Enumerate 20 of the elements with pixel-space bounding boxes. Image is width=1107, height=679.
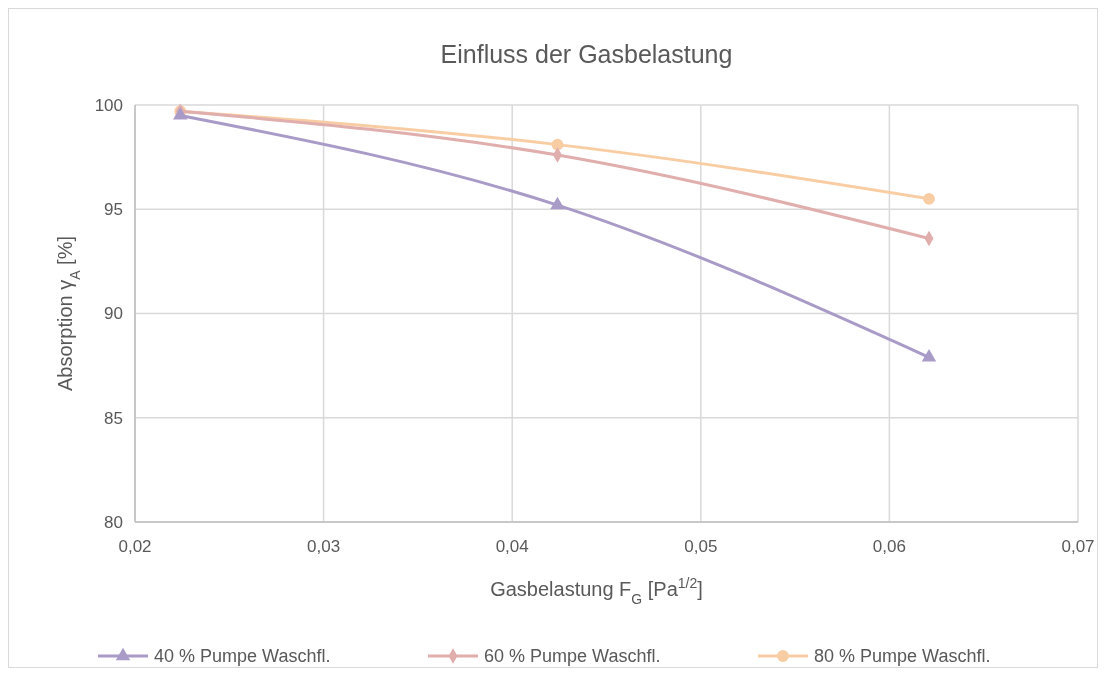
x-tick-label: 0,05 — [684, 537, 718, 556]
point — [921, 348, 937, 362]
y-tick-label: 85 — [104, 408, 123, 428]
chart-title: Einfluss der Gasbelastung — [440, 40, 733, 68]
x-tick-label: 0,02 — [118, 537, 152, 556]
point — [923, 192, 935, 205]
y-tick-label: 90 — [104, 304, 123, 324]
x-tick-label: 0,06 — [872, 537, 906, 556]
y-tick-label: 100 — [94, 95, 123, 115]
x-tick-label: 0,07 — [1061, 537, 1095, 556]
legend-label: 40 % Pumpe Waschfl. — [154, 646, 331, 667]
y-tick-label: 95 — [104, 200, 123, 220]
x-tick-label: 0,04 — [495, 537, 529, 556]
legend-label: 80 % Pumpe Waschfl. — [814, 646, 991, 667]
x-axis-title: Gasbelastung F$_{G}$ [Pa$^{1/2}$] — [490, 575, 703, 607]
x-tick-label: 0,03 — [307, 537, 341, 556]
point — [551, 138, 564, 151]
point — [550, 196, 565, 210]
y-tick-label: 80 — [104, 512, 123, 532]
legend-label: 60 % Pumpe Waschfl. — [484, 646, 661, 667]
